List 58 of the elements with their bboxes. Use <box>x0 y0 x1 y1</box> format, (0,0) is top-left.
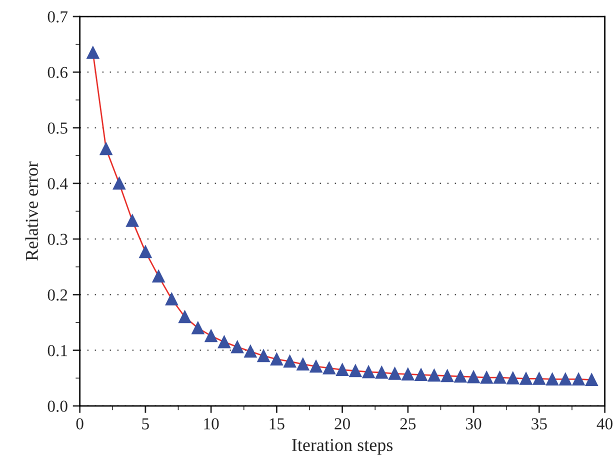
point <box>296 358 310 370</box>
point <box>257 350 270 362</box>
point <box>165 292 178 306</box>
x-tick-label: 35 <box>532 418 547 430</box>
point <box>270 352 283 366</box>
point <box>310 360 322 373</box>
point <box>126 214 139 227</box>
point <box>204 330 218 342</box>
point <box>441 370 454 382</box>
point <box>86 46 100 59</box>
point <box>336 364 349 376</box>
point <box>244 345 257 358</box>
point <box>402 368 414 380</box>
x-tick-label: 10 <box>204 418 219 430</box>
y-tick-label: 0.5 <box>48 122 68 134</box>
point <box>349 364 362 378</box>
point <box>388 367 402 380</box>
x-tick-label: 40 <box>596 418 612 430</box>
point <box>192 322 204 334</box>
point <box>218 336 230 348</box>
y-tick-label: 0.3 <box>48 234 68 246</box>
point <box>559 372 572 386</box>
point <box>284 355 296 368</box>
point <box>454 370 467 383</box>
x-tick-label: 30 <box>466 418 482 430</box>
y-tick-label: 0.0 <box>48 400 68 412</box>
point <box>572 372 585 386</box>
point <box>375 366 388 379</box>
point <box>100 142 112 156</box>
point <box>585 374 598 386</box>
x-tick-label: 15 <box>270 418 284 430</box>
x-tick-label: 25 <box>400 418 416 430</box>
point <box>494 371 506 384</box>
point <box>231 340 244 354</box>
point <box>112 177 126 190</box>
point <box>428 369 440 382</box>
x-axis-title: Iteration steps <box>292 438 393 455</box>
point <box>546 372 559 386</box>
point <box>178 310 192 324</box>
y-tick-label: 0.2 <box>48 289 68 301</box>
x-tick-label: 0 <box>76 418 84 430</box>
y-axis-title: Relative error <box>25 162 38 261</box>
point <box>322 362 336 374</box>
point <box>139 246 152 258</box>
y-tick-label: 0.1 <box>48 344 68 356</box>
point <box>506 372 520 384</box>
y-tick-label: 0.7 <box>48 11 68 23</box>
x-tick-label: 20 <box>334 418 350 430</box>
y-tick-label: 0.4 <box>48 178 68 190</box>
point <box>532 372 546 385</box>
x-tick-label: 5 <box>142 418 149 430</box>
point <box>362 366 375 378</box>
point <box>480 371 493 384</box>
y-tick-label: 0.6 <box>48 66 68 78</box>
point <box>467 370 480 384</box>
point <box>414 368 428 382</box>
point <box>520 372 532 385</box>
point <box>152 270 165 283</box>
